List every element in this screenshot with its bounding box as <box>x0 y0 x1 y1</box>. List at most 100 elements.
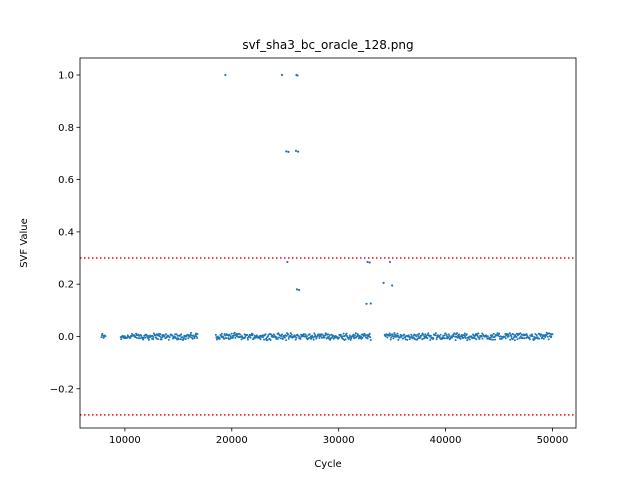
data-point <box>408 338 411 341</box>
data-point <box>434 334 437 337</box>
data-point <box>494 338 497 341</box>
outlier-point <box>388 260 392 264</box>
data-point <box>459 337 462 340</box>
outlier-point <box>366 260 369 264</box>
data-point <box>328 334 331 337</box>
data-point <box>176 334 179 337</box>
data-point <box>354 332 357 335</box>
data-point <box>191 337 194 340</box>
outlier-point <box>382 281 385 284</box>
data-point <box>249 336 252 339</box>
data-point <box>453 332 456 335</box>
data-point <box>438 335 441 338</box>
outlier-point <box>296 74 299 77</box>
data-point <box>513 339 516 342</box>
data-point <box>133 334 136 337</box>
data-point <box>353 334 356 337</box>
data-point <box>230 332 233 335</box>
data-point <box>223 333 226 336</box>
data-point <box>443 337 446 340</box>
data-point <box>156 338 159 341</box>
data-point <box>492 338 494 341</box>
data-point <box>299 337 302 340</box>
data-point <box>429 334 432 337</box>
data-point <box>154 334 157 337</box>
data-point <box>475 338 478 341</box>
data-point <box>547 338 550 341</box>
data-point <box>466 339 469 342</box>
data-point <box>492 332 495 335</box>
data-point <box>264 333 267 336</box>
data-point <box>272 335 275 338</box>
axes-frame <box>79 57 577 429</box>
data-point <box>396 332 399 335</box>
outlier-point <box>365 302 368 305</box>
x-tick-label: 20000 <box>216 435 248 446</box>
data-point <box>498 332 501 335</box>
outlier-point <box>280 73 284 77</box>
data-point <box>463 334 466 337</box>
data-point <box>233 331 236 334</box>
data-point <box>246 338 249 341</box>
y-tick-label: 0.8 <box>58 123 74 134</box>
data-point <box>182 337 185 340</box>
data-point <box>418 332 421 335</box>
data-point <box>489 336 492 339</box>
data-point <box>277 336 280 339</box>
outlier-point <box>369 302 372 305</box>
outlier-point <box>368 261 371 264</box>
data-point <box>503 335 506 338</box>
data-point <box>481 337 484 340</box>
data-point <box>389 338 392 341</box>
data-point <box>416 333 419 336</box>
data-point <box>392 337 395 340</box>
data-point <box>448 335 451 338</box>
data-point <box>400 334 403 337</box>
data-point <box>460 333 463 336</box>
data-point <box>255 334 258 337</box>
data-point <box>544 335 547 338</box>
data-point <box>277 332 280 335</box>
data-point <box>285 339 288 342</box>
y-tick-label: 0.2 <box>58 280 74 291</box>
x-tick-label: 40000 <box>430 435 462 446</box>
data-point <box>391 333 394 336</box>
data-point <box>369 336 372 339</box>
data-point <box>531 333 534 336</box>
data-point <box>463 332 466 335</box>
data-point <box>426 337 429 340</box>
data-point <box>152 336 155 339</box>
data-point <box>327 337 330 340</box>
data-point <box>478 337 481 340</box>
data-point <box>444 332 447 335</box>
outlier-point <box>287 150 290 153</box>
data-point <box>509 338 512 341</box>
data-point <box>240 338 243 341</box>
data-point <box>368 332 371 335</box>
data-point <box>139 337 142 340</box>
data-point <box>523 337 526 340</box>
data-point <box>456 336 459 339</box>
data-point <box>462 336 465 339</box>
data-point <box>416 338 419 341</box>
data-point <box>196 333 199 336</box>
y-tick-label: 0.6 <box>58 175 74 186</box>
data-point <box>429 339 432 342</box>
data-point <box>391 335 394 338</box>
data-point <box>456 332 459 335</box>
data-point <box>512 333 515 336</box>
data-point <box>486 335 489 338</box>
data-point <box>364 334 367 337</box>
data-point <box>302 332 305 335</box>
data-point <box>308 333 311 336</box>
data-point <box>345 332 348 335</box>
data-point <box>327 333 330 336</box>
data-point <box>415 335 418 338</box>
data-point <box>519 332 522 335</box>
data-point <box>263 338 266 341</box>
outlier-point <box>224 73 227 77</box>
data-point <box>410 335 413 338</box>
data-point <box>422 333 425 336</box>
data-point <box>167 338 170 341</box>
data-point <box>352 333 355 336</box>
